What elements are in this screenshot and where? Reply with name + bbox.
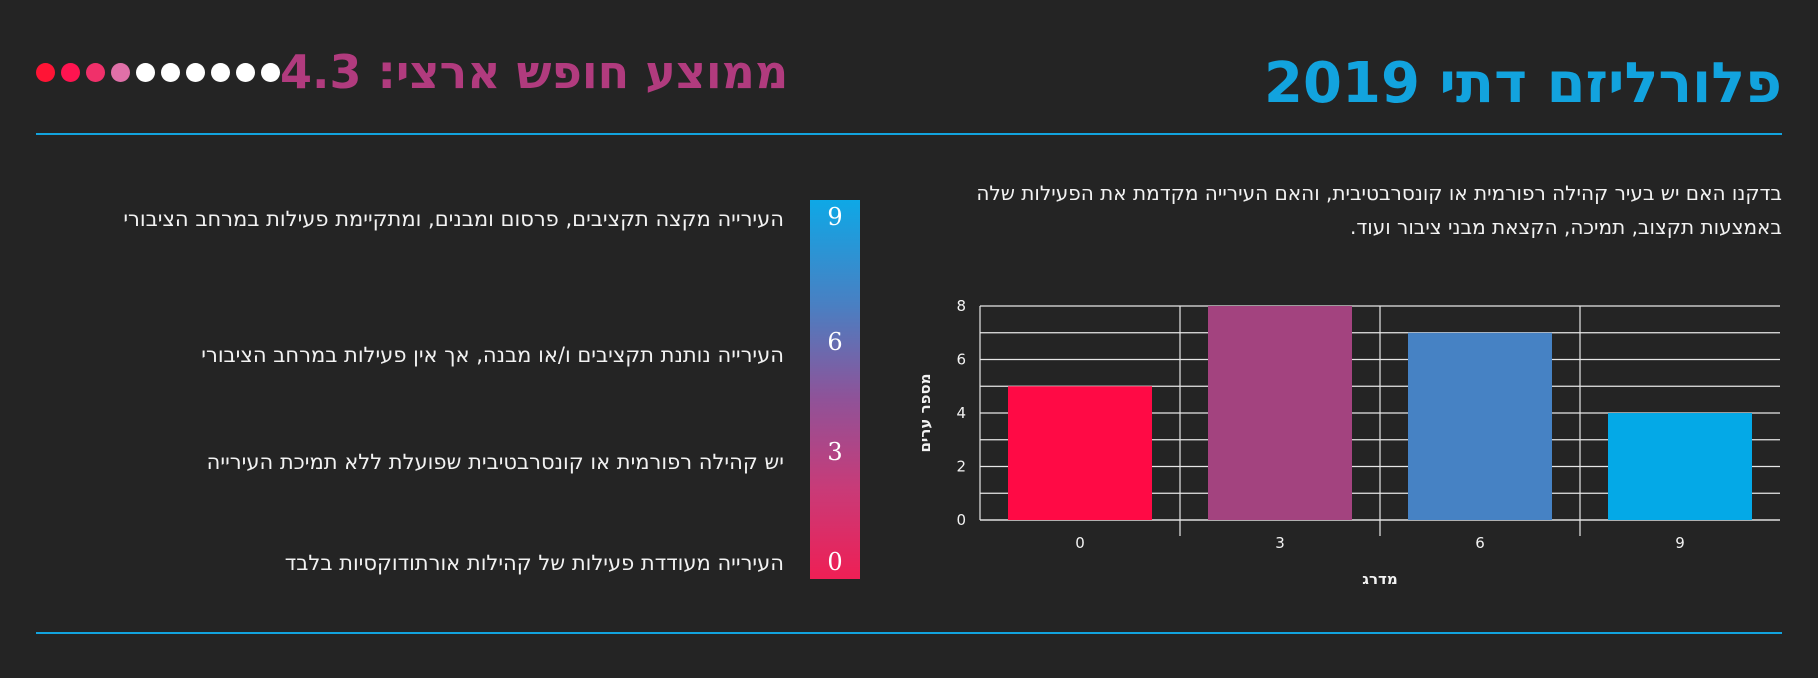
y-tick-label: 0 xyxy=(956,511,966,529)
y-tick-label: 4 xyxy=(956,404,966,422)
scale-level-value: 9 xyxy=(827,203,843,231)
y-tick-label: 8 xyxy=(956,297,966,315)
page-title: פלורליזם דתי 2019 xyxy=(1264,51,1782,116)
scale-level-text: יש קהילה רפורמית או קונסרבטיבית שפועלת ל… xyxy=(206,450,784,474)
bar-3 xyxy=(1208,306,1352,520)
score-dot xyxy=(61,62,80,82)
score-dot xyxy=(136,62,155,82)
scale-level-text: העירייה מעודדת פעילות של קהילות אורתודוק… xyxy=(284,551,784,575)
score-dot xyxy=(236,62,255,82)
score-dot xyxy=(86,62,105,82)
score-dot xyxy=(111,62,130,82)
score-dot xyxy=(211,62,230,82)
score-dot xyxy=(36,62,55,82)
scale-level-text: העירייה נותנת תקציבים ו/או מבנה, אך אין … xyxy=(201,343,784,367)
x-tick-label: 3 xyxy=(1275,534,1285,552)
x-tick-label: 6 xyxy=(1475,534,1485,552)
y-tick-label: 2 xyxy=(956,458,966,476)
bar-6 xyxy=(1408,332,1552,520)
score-dot xyxy=(186,62,205,82)
x-tick-label: 0 xyxy=(1075,534,1085,552)
x-axis-title: מדרג xyxy=(1362,570,1397,588)
score-dot xyxy=(261,62,280,82)
national-average: ממוצע חופש ארצי: 4.3 xyxy=(36,40,818,104)
national-average-label: ממוצע חופש ארצי: 4.3 xyxy=(280,45,789,99)
scale-level-value: 6 xyxy=(827,328,843,356)
description: בדקנו האם יש בעיר קהילה רפורמית או קונסר… xyxy=(976,181,1782,239)
bottom-divider xyxy=(36,632,1782,634)
y-tick-label: 6 xyxy=(956,351,966,369)
top-divider xyxy=(36,133,1782,135)
x-tick-label: 9 xyxy=(1675,534,1685,552)
score-dots xyxy=(36,62,280,82)
bar-chart: 0 2 4 6 8 0 3 6 9 מדרג מספר ערים xyxy=(916,297,1780,588)
score-dot xyxy=(161,62,180,82)
y-axis-title: מספר ערים xyxy=(916,373,934,452)
scale-gradient-bar: 9 6 3 0 xyxy=(810,200,860,579)
scale-level-value: 3 xyxy=(827,438,843,466)
scale-level-value: 0 xyxy=(827,548,843,576)
scale-level-text: העירייה מקצה תקציבים, פרסום ומבנים, ומתק… xyxy=(123,207,784,231)
bar-9 xyxy=(1608,413,1752,520)
bar-0 xyxy=(1008,386,1152,520)
